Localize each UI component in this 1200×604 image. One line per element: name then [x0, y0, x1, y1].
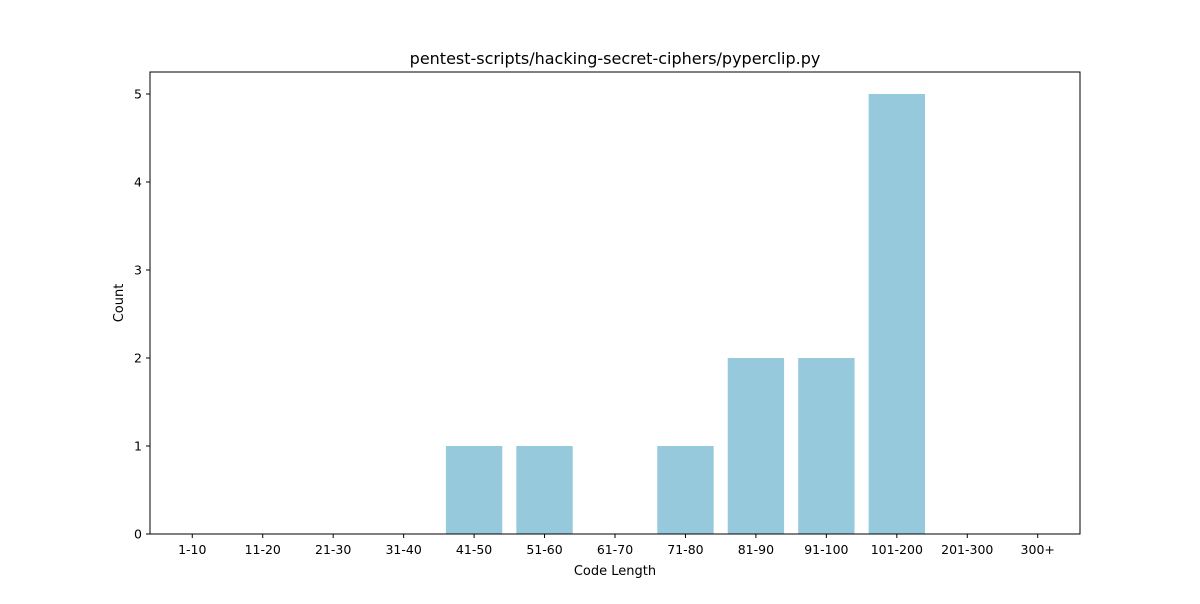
y-tick-label: 2 [134, 351, 142, 366]
x-tick-label: 81-90 [738, 542, 774, 557]
bar-51-60 [516, 446, 573, 534]
x-tick-label: 31-40 [385, 542, 421, 557]
x-tick-label: 71-80 [667, 542, 703, 557]
x-tick-label: 101-200 [871, 542, 923, 557]
x-tick-label: 300+ [1021, 542, 1055, 557]
x-tick-label: 61-70 [597, 542, 633, 557]
x-tick-label: 41-50 [456, 542, 492, 557]
y-tick-label: 0 [134, 527, 142, 542]
x-axis: 1-10 11-20 21-30 31-40 41-50 51-60 61-70 71-80 8… [178, 534, 1055, 557]
x-tick-label: 91-100 [804, 542, 848, 557]
y-tick-label: 3 [134, 263, 142, 278]
y-tick-label: 1 [134, 439, 142, 454]
bars-layer [445, 94, 925, 534]
x-axis-label: Code Length [574, 564, 656, 579]
y-tick-label: 4 [134, 175, 142, 190]
x-tick-label: 1-10 [178, 542, 206, 557]
bar-91-100 [798, 358, 855, 534]
x-tick-label: 21-30 [315, 542, 351, 557]
y-tick-label: 5 [134, 87, 142, 102]
x-tick-label: 51-60 [526, 542, 562, 557]
bar-71-80 [657, 446, 714, 534]
x-tick-label: 201-300 [941, 542, 993, 557]
plot-frame [149, 71, 1081, 535]
bar-81-90 [727, 358, 785, 534]
y-axis-label: Count [112, 284, 127, 323]
x-tick-label: 11-20 [245, 542, 281, 557]
y-axis: 0 1 2 3 4 5 [134, 87, 150, 542]
bar-41-50 [445, 446, 503, 534]
chart-title: pentest-scripts/hacking-secret-ciphers/p… [410, 49, 821, 68]
bar-101-200 [868, 94, 925, 534]
